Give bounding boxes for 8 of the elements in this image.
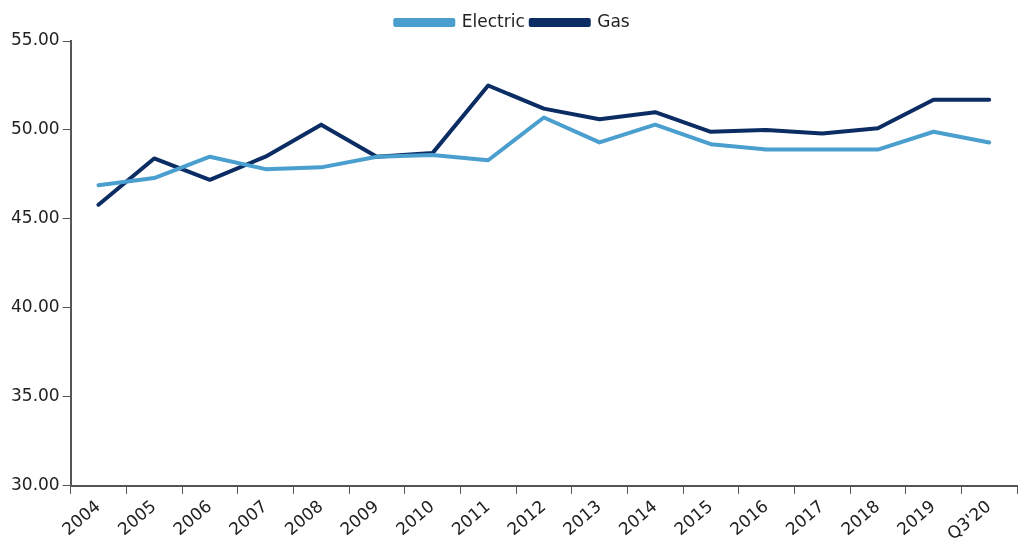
y-tick-label: 30.00 — [11, 474, 60, 495]
y-tick-label: 55.00 — [11, 29, 60, 50]
y-tick-label: 35.00 — [11, 385, 60, 406]
y-tick-label: 50.00 — [11, 118, 60, 139]
y-tick-label: 40.00 — [11, 296, 60, 317]
y-tick-label: 45.00 — [11, 207, 60, 228]
legend-label: Gas — [597, 10, 630, 31]
legend-label: Electric — [461, 10, 525, 31]
